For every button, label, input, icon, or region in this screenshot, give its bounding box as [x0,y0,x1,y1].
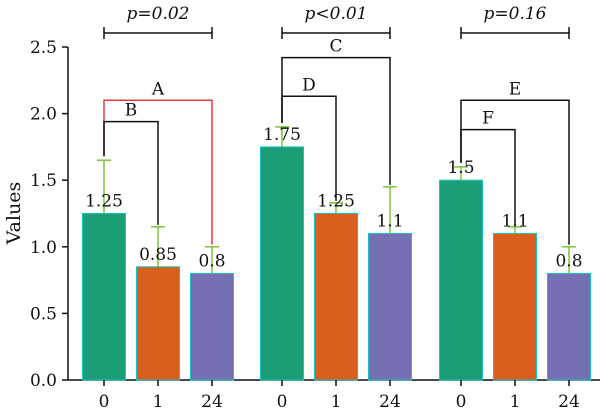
p-bracket-g1 [281,32,391,39]
value-label-g0-0: 1.25 [85,192,123,212]
x-tick-label-g2-1: 1 [510,392,521,412]
p-bracket-g2 [460,32,570,39]
bar-g0-24 [190,272,234,381]
y-axis: 0.0 0.5 1.0 1.5 2.0 2.5 Values [3,38,69,391]
bar-g2-1 [493,232,537,381]
bracket-label-C: C [329,37,342,57]
x-ticks: 0 1 24 0 1 24 0 1 24 [99,380,580,412]
value-label-g1-1: 1.25 [317,192,355,212]
bracket-B [103,120,159,225]
value-label-g2-1: 1.1 [501,211,528,231]
bracket-D [281,95,337,201]
p-value-label-g1: p<0.01 [305,4,368,24]
value-label-g1-0: 1.75 [263,125,301,145]
bars [82,146,591,381]
bracket-label-A: A [151,79,165,99]
p-value-brackets: p=0.02 p<0.01 p=0.16 [103,4,570,39]
p-value-label-g2: p=0.16 [484,4,547,24]
bracket-label-F: F [482,109,494,129]
value-label-g0-24: 0.8 [198,251,225,271]
bracket-F [460,128,516,225]
value-label-g2-0: 1.5 [447,158,474,178]
bracket-label-B: B [125,101,138,121]
x-tick-label-g0-24: 24 [201,392,223,412]
p-value-label-g0: p=0.02 [127,4,190,24]
bar-g2-0 [439,179,483,381]
x-tick-label-g2-24: 24 [558,392,580,412]
bracket-label-E: E [509,79,521,99]
error-bars [97,126,576,274]
y-axis-label: Values [3,182,25,246]
value-label-g0-1: 0.85 [139,245,177,265]
x-tick-label-g0-1: 1 [153,392,164,412]
p-bracket-g0 [103,32,213,39]
y-tick-label-5: 2.5 [30,38,57,58]
y-ticks: 0.0 0.5 1.0 1.5 2.0 2.5 [30,38,68,391]
bar-g0-1 [136,266,180,381]
bracket-C [281,56,391,185]
y-tick-label-0: 0.0 [30,371,57,391]
y-tick-label-2: 1.0 [30,238,57,258]
x-tick-label-g2-0: 0 [456,392,467,412]
x-tick-label-g0-0: 0 [99,392,110,412]
y-tick-label-4: 2.0 [30,105,57,125]
bar-g2-24 [547,272,591,381]
x-tick-label-g1-24: 24 [379,392,401,412]
comparison-brackets: AB CD EF [103,37,570,245]
value-label-g1-24: 1.1 [376,211,403,231]
bracket-label-D: D [302,75,316,95]
x-tick-label-g1-1: 1 [331,392,342,412]
y-tick-label-3: 1.5 [30,171,57,191]
bar-g1-1 [314,213,358,381]
x-tick-label-g1-0: 0 [277,392,288,412]
y-tick-label-1: 0.5 [30,304,57,324]
value-labels: 1.25 0.85 0.8 1.75 1.25 1.1 1.5 1.1 0.8 [85,125,582,272]
bar-g0-0 [82,213,126,381]
bar-g1-24 [368,232,412,381]
bar-g1-0 [260,146,304,381]
value-label-g2-24: 0.8 [555,251,582,271]
